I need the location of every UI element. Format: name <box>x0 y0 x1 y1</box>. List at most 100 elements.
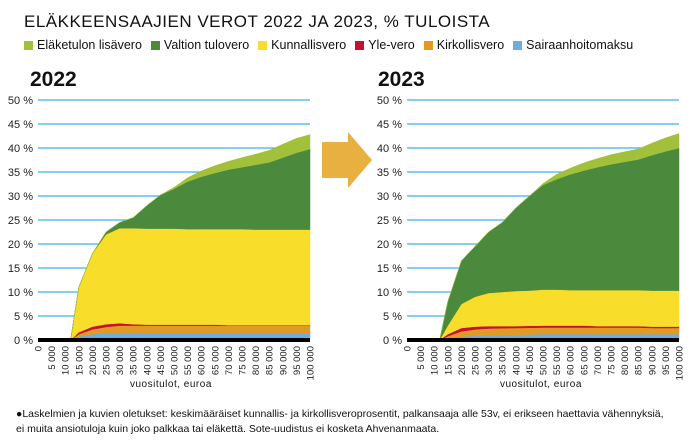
x-tick-label: 90 000 <box>278 346 289 375</box>
y-tick-label: 50 % <box>377 95 402 107</box>
y-tick-label: 0 % <box>14 335 33 347</box>
chart-2022-title: 2022 <box>30 68 77 91</box>
x-tick-label: 85 000 <box>634 346 645 375</box>
x-tick-label: 10 000 <box>61 346 72 375</box>
footnote-line: ●Laskelmien ja kuvien oletukset: keskimä… <box>16 408 664 420</box>
y-tick-label: 35 % <box>8 167 33 179</box>
x-tick-label: 15 000 <box>443 346 454 375</box>
y-tick-label: 45 % <box>8 119 33 131</box>
x-tick-label: 100 000 <box>306 346 317 380</box>
arrow-icon <box>322 132 372 188</box>
y-tick-label: 30 % <box>377 191 402 203</box>
y-tick-label: 20 % <box>377 239 402 251</box>
x-tick-label: 80 000 <box>620 346 631 375</box>
legend-swatch <box>24 40 33 50</box>
legend-item: Eläketulon lisävero <box>24 38 142 52</box>
x-tick-label: 35 000 <box>498 346 509 375</box>
x-tick-label: 40 000 <box>511 346 522 375</box>
legend-swatch <box>423 40 433 50</box>
legend-label: Kirkollisvero <box>436 38 505 52</box>
chart-title: ELÄKKEENSAAJIEN VEROT 2022 JA 2023, % TU… <box>24 12 491 31</box>
y-tick-label: 25 % <box>8 215 33 227</box>
x-tick-label: 65 000 <box>579 346 590 375</box>
x-tick-label: 5 000 <box>416 346 427 370</box>
y-tick-label: 5 % <box>14 311 33 323</box>
y-tick-label: 25 % <box>377 215 402 227</box>
y-tick-label: 35 % <box>377 167 402 179</box>
legend-label: Valtion tulovero <box>163 38 250 52</box>
legend-label: Kunnallisvero <box>271 38 347 52</box>
x-axis-label-2022: vuositulot, euroa <box>130 379 212 390</box>
y-tick-label: 10 % <box>377 287 402 299</box>
area-el-ketulon-lis-vero <box>407 133 680 341</box>
footnote-line: ei muita ansiotuloja kuin joko palkkaa t… <box>16 423 440 435</box>
y-tick-label: 15 % <box>8 263 33 275</box>
x-tick-label: 5 000 <box>47 346 58 370</box>
legend-item: Kunnallisvero <box>258 38 346 52</box>
footnote: ●Laskelmien ja kuvien oletukset: keskimä… <box>16 407 686 437</box>
x-tick-label: 60 000 <box>197 346 208 375</box>
legend-item: Valtion tulovero <box>150 38 250 52</box>
legend-label: Yle-vero <box>368 38 415 52</box>
y-tick-label: 0 % <box>383 335 402 347</box>
x-tick-label: 25 000 <box>471 346 482 375</box>
x-tick-label: 95 000 <box>661 346 672 375</box>
y-tick-label: 5 % <box>383 311 402 323</box>
legend: Eläketulon lisävero Valtion tulovero Kun… <box>24 38 633 52</box>
legend-swatch <box>258 40 268 50</box>
x-tick-label: 85 000 <box>265 346 276 375</box>
x-tick-label: 30 000 <box>115 346 126 375</box>
chart-2023: 0 % 5 % 10 % 15 % 20 % 25 % 30 % 35 % 40 % 45 % 50… <box>377 95 686 380</box>
x-tick-label: 20 000 <box>88 346 99 375</box>
area-kunnallisvero <box>38 227 311 341</box>
x-tick-label: 100 000 <box>675 346 686 380</box>
x-tick-label: 55 000 <box>183 346 194 375</box>
legend-item: Yle-vero <box>355 38 415 52</box>
y-tick-label: 40 % <box>377 143 402 155</box>
x-tick-label: 75 000 <box>607 346 618 375</box>
chart-2023-title: 2023 <box>378 68 425 91</box>
x-tick-label: 50 000 <box>170 346 181 375</box>
legend-label: Eläketulon lisävero <box>37 38 142 52</box>
x-axis-label-2023: vuositulot, euroa <box>500 379 582 390</box>
x-tick-label: 0 <box>403 346 414 351</box>
x-tick-label: 35 000 <box>129 346 140 375</box>
legend-swatch <box>355 40 365 50</box>
chart-2022: 0 % 5 % 10 % 15 % 20 % 25 % 30 % 35 % 40 % 45 % 50… <box>8 95 317 380</box>
x-tick-label: 20 000 <box>457 346 468 375</box>
x-tick-label: 50 000 <box>539 346 550 375</box>
legend-swatch <box>150 40 160 50</box>
y-tick-label: 20 % <box>8 239 33 251</box>
legend-swatch <box>513 40 523 50</box>
x-tick-label: 60 000 <box>566 346 577 375</box>
x-tick-label: 0 <box>34 346 45 351</box>
x-tick-label: 15 000 <box>74 346 85 375</box>
x-tick-label: 45 000 <box>525 346 536 375</box>
legend-item: Kirkollisvero <box>423 38 505 52</box>
x-tick-label: 95 000 <box>292 346 303 375</box>
x-tick-label: 70 000 <box>593 346 604 375</box>
x-tick-label: 30 000 <box>484 346 495 375</box>
x-tick-label: 10 000 <box>430 346 441 375</box>
x-tick-label: 65 000 <box>210 346 221 375</box>
legend-item: Sairaanhoitomaksu <box>513 38 633 52</box>
x-axis-baseline <box>38 338 310 342</box>
x-tick-label: 55 000 <box>552 346 563 375</box>
y-tick-label: 15 % <box>377 263 402 275</box>
x-tick-label: 45 000 <box>156 346 167 375</box>
y-tick-label: 40 % <box>8 143 33 155</box>
x-tick-label: 80 000 <box>251 346 262 375</box>
x-tick-label: 70 000 <box>224 346 235 375</box>
x-axis-baseline <box>407 338 679 342</box>
legend-label: Sairaanhoitomaksu <box>526 38 634 52</box>
x-tick-label: 25 000 <box>102 346 113 375</box>
x-tick-label: 40 000 <box>142 346 153 375</box>
y-tick-label: 50 % <box>8 95 33 107</box>
y-tick-label: 30 % <box>8 191 33 203</box>
y-tick-label: 45 % <box>377 119 402 131</box>
area-el-ketulon-lis-vero <box>38 134 311 341</box>
y-tick-label: 10 % <box>8 287 33 299</box>
x-tick-label: 75 000 <box>238 346 249 375</box>
x-tick-label: 90 000 <box>647 346 658 375</box>
